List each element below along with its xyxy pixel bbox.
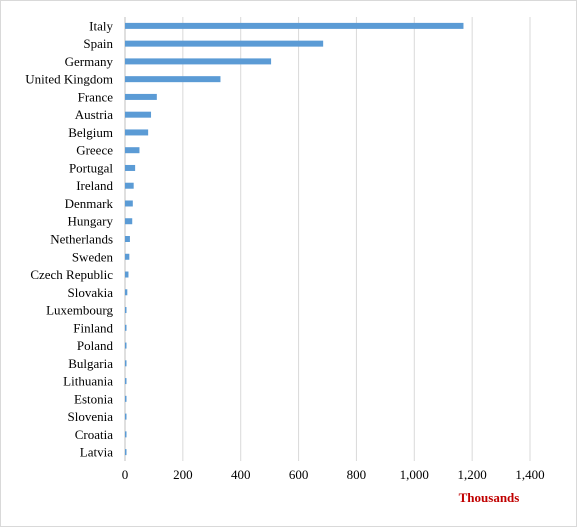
category-labels: Italy Spain Germany United Kingdom France Aus… [25,18,113,459]
bar [125,182,134,189]
bar [125,289,128,296]
x-tick-labels: 0 200 400 600 800 1,000 1,200 1,400 [122,467,545,482]
category-label: Austria [75,107,114,122]
x-tick-label: 400 [231,467,251,482]
bar [125,378,127,385]
category-label: Spain [83,36,113,51]
category-label: Belgium [68,125,113,140]
x-tick-label: 200 [173,467,193,482]
category-label: Sweden [72,249,114,264]
x-tick-label: 1,400 [515,467,544,482]
category-label: Lithuania [63,374,113,389]
gridlines [124,17,531,461]
category-label: Poland [77,338,114,353]
bar [125,395,127,402]
category-label: Denmark [65,196,114,211]
bar [125,342,127,349]
bar [125,307,127,314]
bar [125,58,272,65]
category-label: Czech Republic [30,267,113,282]
x-tick-label: 0 [122,467,129,482]
category-label: Luxembourg [46,303,113,318]
category-label: Greece [76,143,113,158]
x-tick-label: 800 [347,467,367,482]
category-label: United Kingdom [25,72,113,87]
category-label: Netherlands [50,232,113,247]
bars [125,22,464,456]
bar [125,147,140,154]
category-label: Slovakia [68,285,114,300]
bar [125,431,127,438]
category-label: Germany [65,54,114,69]
bar [125,200,133,207]
bar [125,236,130,242]
bar [125,413,127,420]
bar [125,93,157,100]
category-label: Slovenia [68,409,114,424]
category-label: Ireland [76,178,113,193]
x-axis-unit-label: Thousands [459,490,520,505]
bar [125,164,136,171]
bar [125,22,464,29]
bar [125,76,221,83]
category-label: Finland [73,320,113,335]
category-label: Hungary [68,214,114,229]
bar [125,324,127,331]
bar [125,449,127,456]
category-label: Croatia [75,427,113,442]
x-tick-label: 600 [289,467,309,482]
category-label: Bulgaria [68,356,113,371]
x-tick-label: 1,000 [400,467,429,482]
x-tick-label: 1,200 [458,467,487,482]
bar [125,360,127,367]
bar [125,111,152,118]
category-label: Latvia [80,445,113,460]
bar [125,40,324,47]
bar [125,218,133,225]
category-label: Italy [89,18,113,33]
category-label: Portugal [69,160,113,175]
bar [125,271,129,278]
category-label: Estonia [74,391,113,406]
category-label: France [78,89,114,104]
bar [125,253,130,260]
bar [125,129,149,136]
